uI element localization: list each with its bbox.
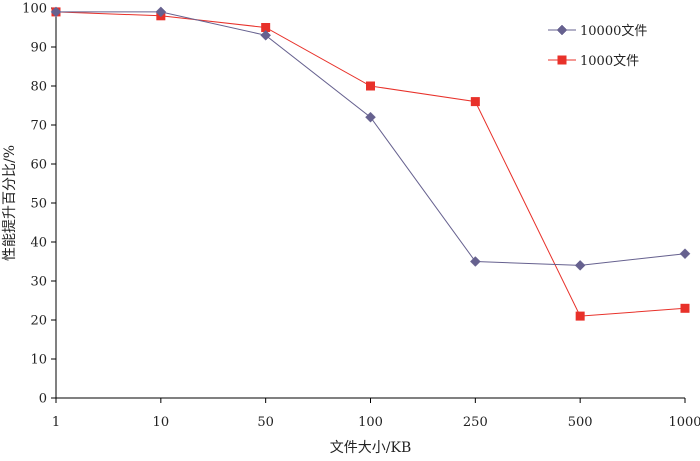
legend: 10000文件 1000文件	[548, 24, 647, 69]
x-tick-label: 50	[257, 415, 274, 430]
series-0	[50, 6, 691, 271]
y-axis-ticks: 0 10 20 30 40 50 60 70 80 90 100	[22, 2, 56, 407]
y-tick-label: 70	[30, 119, 47, 134]
y-tick-label: 60	[30, 158, 47, 173]
x-tick-label: 1	[52, 415, 60, 430]
legend-item: 10000文件	[548, 24, 647, 39]
x-axis-title: 文件大小/KB	[330, 440, 411, 456]
data-point	[366, 81, 375, 91]
x-tick-label: 500	[568, 415, 593, 430]
data-point	[470, 97, 480, 107]
x-tick-label: 1000	[668, 415, 700, 430]
x-axis-ticks: 1 10 50 100 250 500 1000	[52, 398, 700, 430]
data-point	[155, 6, 167, 18]
legend-label: 10000文件	[580, 24, 647, 39]
y-tick-label: 100	[22, 2, 47, 17]
x-tick-label: 250	[463, 415, 488, 430]
data-point	[365, 111, 376, 123]
legend-label: 1000文件	[580, 54, 639, 69]
y-tick-label: 30	[30, 275, 47, 290]
y-tick-label: 10	[30, 353, 47, 368]
x-tick-label: 100	[358, 415, 383, 430]
data-point	[679, 248, 691, 260]
legend-item: 1000文件	[548, 54, 639, 69]
legend-marker	[557, 55, 567, 65]
data-point	[469, 256, 481, 267]
series-line	[56, 11, 686, 266]
data-point	[575, 311, 585, 321]
y-tick-label: 20	[30, 314, 47, 329]
y-tick-label: 50	[30, 197, 47, 212]
series	[50, 6, 691, 321]
y-tick-label: 0	[39, 392, 47, 407]
data-point	[574, 260, 586, 271]
data-point	[261, 23, 271, 32]
y-tick-label: 90	[30, 41, 47, 56]
y-tick-label: 80	[30, 80, 47, 95]
y-tick-label: 40	[30, 236, 47, 251]
data-point	[680, 303, 690, 313]
legend-marker	[556, 24, 568, 36]
data-point	[260, 29, 272, 41]
data-point	[50, 6, 62, 18]
y-axis-title: 性能提升百分比/%	[2, 145, 18, 261]
x-tick-label: 10	[153, 415, 170, 430]
